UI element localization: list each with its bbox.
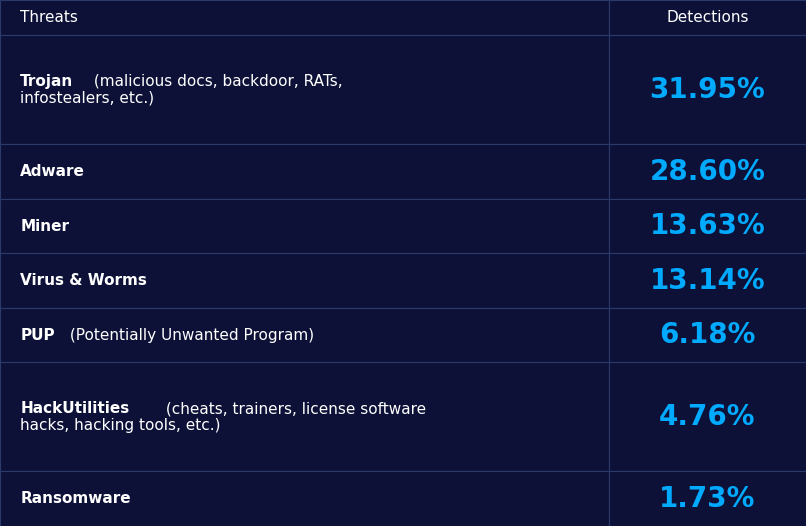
Text: 13.14%: 13.14% [650, 267, 765, 295]
Text: 13.63%: 13.63% [650, 212, 765, 240]
Text: Ransomware: Ransomware [20, 491, 131, 506]
Text: Threats: Threats [20, 10, 78, 25]
Bar [609, 362, 806, 471]
Bar [0, 199, 609, 254]
Bar [0, 471, 609, 526]
Bar [0, 254, 609, 308]
Text: Trojan: Trojan [20, 74, 73, 89]
Text: 31.95%: 31.95% [650, 76, 765, 104]
Text: (malicious docs, backdoor, RATs,: (malicious docs, backdoor, RATs, [89, 74, 343, 89]
Text: HackUtilities: HackUtilities [20, 401, 130, 416]
Bar [0, 0, 609, 35]
Bar [609, 471, 806, 526]
Bar [609, 35, 806, 145]
Text: (Potentially Unwanted Program): (Potentially Unwanted Program) [64, 328, 314, 343]
Text: (cheats, trainers, license software: (cheats, trainers, license software [161, 401, 426, 416]
Text: 4.76%: 4.76% [659, 403, 755, 431]
Text: Detections: Detections [666, 10, 749, 25]
Text: 1.73%: 1.73% [659, 485, 755, 513]
Text: Adware: Adware [20, 164, 85, 179]
Text: Virus & Worms: Virus & Worms [20, 273, 147, 288]
Text: hacks, hacking tools, etc.): hacks, hacking tools, etc.) [20, 418, 221, 433]
Bar [609, 0, 806, 35]
Bar [0, 362, 609, 471]
Bar [0, 308, 609, 362]
Text: Miner: Miner [20, 219, 69, 234]
Text: infostealers, etc.): infostealers, etc.) [20, 91, 154, 106]
Text: 28.60%: 28.60% [650, 158, 765, 186]
Bar [609, 199, 806, 254]
Bar [609, 254, 806, 308]
Bar [0, 35, 609, 145]
Bar [0, 145, 609, 199]
Text: 6.18%: 6.18% [659, 321, 755, 349]
Bar [609, 145, 806, 199]
Text: PUP: PUP [20, 328, 55, 343]
Bar [609, 308, 806, 362]
